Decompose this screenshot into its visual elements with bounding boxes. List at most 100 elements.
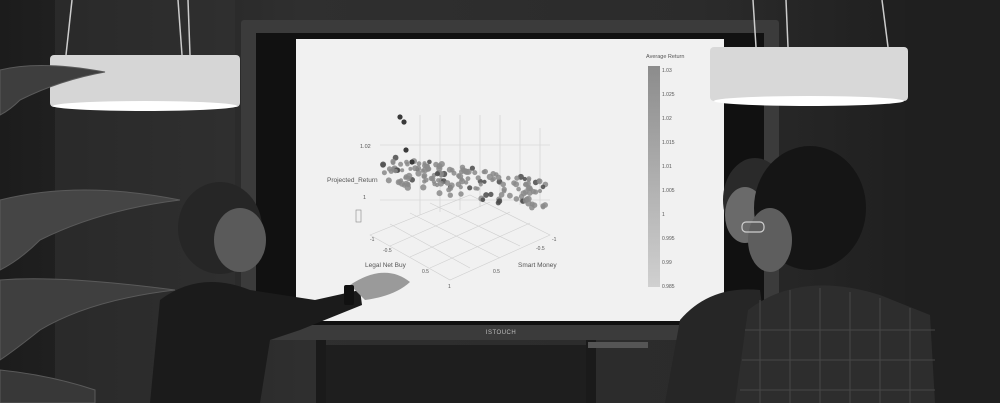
plot-point — [446, 166, 453, 173]
plot-point — [451, 170, 457, 176]
colorbar-tick: 1.01 — [662, 164, 672, 170]
plot-point — [398, 161, 404, 167]
presenter-hand — [350, 272, 410, 300]
colorbar: Average Return 1.03 1.025 1.02 1.015 1.0… — [646, 54, 684, 290]
x-tick-label: -1 — [370, 237, 375, 243]
plot-point — [522, 197, 529, 204]
plot-point — [422, 161, 427, 166]
y-axis-label: Smart Money — [518, 262, 557, 269]
plot-point — [420, 184, 427, 191]
plot-point — [469, 165, 475, 171]
plot-point — [437, 180, 444, 187]
plot-point — [405, 175, 412, 181]
colorbar-tick: 1.03 — [662, 68, 672, 74]
plot-point — [482, 168, 488, 175]
plot-point — [491, 176, 497, 182]
plot-point — [525, 181, 531, 187]
plot-point — [427, 159, 432, 165]
plot-point — [467, 185, 473, 191]
plot-point — [531, 202, 538, 208]
plot-point — [397, 179, 402, 184]
monitor-lower — [326, 345, 586, 403]
listener-shirt — [735, 285, 935, 403]
plot-point — [409, 159, 415, 165]
plot-point — [390, 158, 396, 164]
plot-point — [385, 177, 392, 184]
plot-point — [501, 186, 507, 193]
plot-point — [416, 161, 422, 167]
plot-point — [495, 200, 501, 206]
person-icon — [735, 146, 935, 403]
plot-point — [525, 185, 532, 192]
plot-point — [401, 182, 407, 188]
monitor-stand-right — [586, 340, 596, 403]
plot-point — [458, 185, 463, 190]
plot-point — [415, 165, 422, 172]
glasses — [741, 221, 765, 233]
plot-point — [536, 178, 543, 185]
plot-point — [478, 182, 483, 187]
colorbar-tick: 1.02 — [662, 116, 672, 122]
plot-point — [495, 174, 502, 181]
plot-point — [386, 166, 393, 172]
plot-point — [507, 192, 513, 199]
y-tick-label: -1 — [552, 237, 557, 243]
plot-point — [393, 168, 398, 174]
plot-point — [400, 168, 405, 173]
plot-point — [483, 192, 489, 198]
plot-point — [540, 184, 546, 190]
y-tick-label: 0.5 — [493, 269, 500, 275]
plot-point — [430, 176, 436, 182]
plot-point — [401, 119, 407, 125]
colorbar-gradient — [648, 66, 660, 287]
plot-point — [472, 170, 478, 176]
plot-point — [458, 191, 464, 197]
plot-point — [405, 161, 410, 167]
plot-point — [488, 191, 494, 197]
person-icon — [150, 182, 410, 403]
colorbar-tick: 1.005 — [662, 188, 675, 194]
plot-point — [436, 190, 443, 197]
plot-point — [500, 181, 507, 188]
plot-point — [516, 186, 521, 192]
plot-point — [475, 175, 481, 181]
presenter-watch — [344, 285, 354, 305]
plot-point — [462, 168, 469, 175]
plot-point — [444, 180, 451, 186]
plot-point — [408, 166, 413, 171]
colorbar-tick: 0.99 — [662, 260, 672, 266]
plot-point — [446, 187, 452, 193]
monitor-shelf — [588, 342, 648, 348]
plot-point — [506, 175, 511, 181]
presenter-body — [150, 282, 362, 403]
plot-point — [415, 170, 422, 177]
plot-point — [381, 170, 387, 176]
plot-point — [540, 204, 546, 210]
monitor-stand — [316, 340, 326, 403]
z-axis-label: Projected_Return — [327, 177, 378, 184]
x-tick-label: 1 — [448, 284, 451, 290]
plot-point — [482, 179, 487, 184]
plot-point — [380, 161, 387, 168]
plot-point — [480, 197, 486, 203]
plot-points — [380, 114, 549, 211]
plot-point — [425, 163, 430, 168]
z-tick-label: 1.02 — [360, 144, 371, 150]
colorbar-tick: 0.985 — [662, 284, 675, 290]
plot-point — [490, 171, 497, 177]
z-tick-label-low: 1 — [363, 195, 366, 201]
plot-point — [526, 177, 532, 183]
colorbar-tick: 1.025 — [662, 92, 675, 98]
plot-point — [438, 161, 445, 168]
plot-point — [537, 188, 543, 194]
plot-point — [447, 192, 453, 198]
scatter-plot-3d: Projected_Return 1.02 1 Legal Net Buy Sm… — [327, 114, 557, 290]
y-tick-label: -0.5 — [536, 246, 545, 252]
plot-point — [397, 114, 403, 120]
plot-point — [530, 188, 537, 195]
plot-point — [403, 147, 409, 153]
plot-icon — [355, 209, 362, 223]
plot-point — [423, 177, 429, 183]
pendant-lamp-icon — [50, 0, 240, 111]
